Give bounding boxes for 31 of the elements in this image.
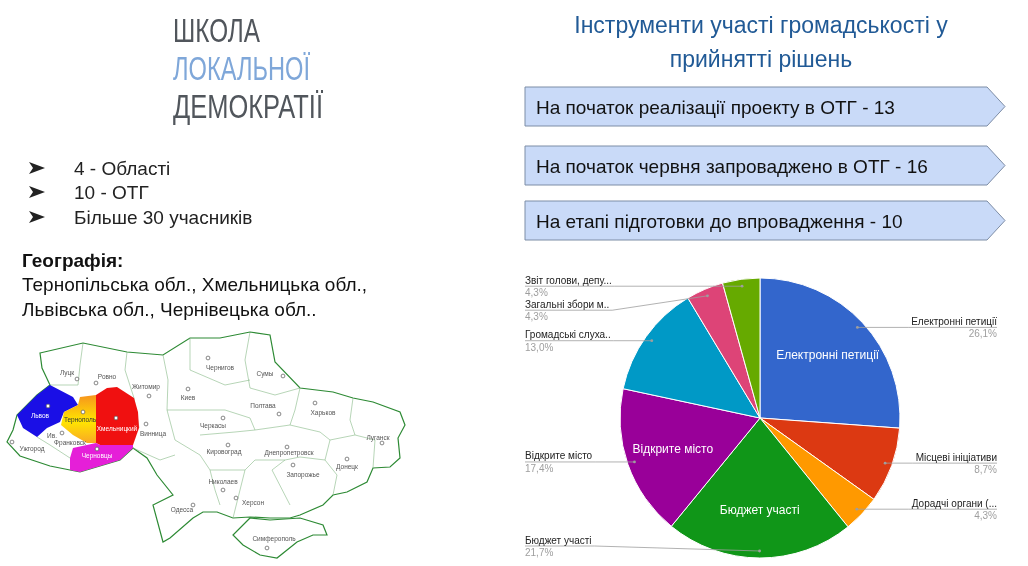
slice-label: Дорадчі органи (...	[911, 497, 997, 509]
slice-label: Електронні петиції	[911, 315, 998, 327]
slice-label: Звіт голови, депу...	[525, 274, 612, 286]
text: Тернопільська обл., Хмельницька обл., Львівська обл., Чернівецька обл..	[22, 274, 368, 320]
text: ДЕМОКРАТІЇ	[173, 87, 374, 125]
data-label: 17,4%	[525, 462, 554, 474]
slice-label: Бюджет участі	[525, 534, 592, 546]
data-label: 4,3%	[525, 287, 548, 299]
slice-label: Бюджет участі	[719, 503, 800, 518]
slice-label: Відкрите місто	[632, 441, 714, 456]
slice-label: Загальні збори м..	[525, 298, 610, 310]
slice-label: Місцеві ініціативи	[915, 451, 997, 463]
data-label: 26,1%	[968, 328, 998, 340]
data-label: 4,3%	[974, 510, 998, 522]
text: ШКОЛА	[173, 11, 295, 49]
slice-label: Відкрите місто	[525, 450, 593, 462]
text: Більше 30 учасників	[74, 207, 253, 228]
text: ЛОКАЛЬНОЇ	[173, 49, 371, 87]
text: На етапі підготовки до впровадження - 10	[536, 210, 903, 232]
slice-label: Громадські слуха..	[525, 329, 611, 341]
data-label: 13,0%	[525, 341, 554, 353]
text: На початок реалізації проекту в ОТГ - 13	[536, 96, 895, 118]
text: Географія:	[22, 250, 124, 271]
data-label: 21,7%	[525, 547, 554, 558]
text: 10 - ОТГ	[74, 182, 149, 203]
text: 4 - Області	[74, 158, 171, 179]
text: На початок червня запроваджено в ОТГ - 16	[536, 155, 928, 177]
data-label: 8,7%	[974, 464, 998, 476]
slice-label: Електронні петиції	[776, 348, 880, 363]
chart-title: Інструменти участі громадськості у прийнятті рішень	[574, 12, 949, 72]
data-label: 4,3%	[525, 311, 548, 323]
